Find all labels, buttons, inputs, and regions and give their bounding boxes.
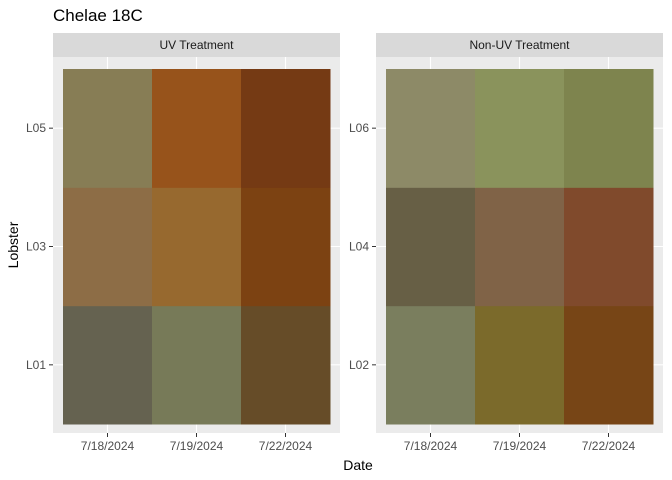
y-tick-label: L01 [26,358,46,372]
heatmap-tile-L06-7/18/2024 [386,69,476,188]
x-tick-label: 7/22/2024 [259,439,313,453]
x-tick-label: 7/18/2024 [404,439,458,453]
heatmap-tile-L04-7/19/2024 [475,187,565,307]
y-tick-label: L06 [349,121,369,135]
heatmap-tile-L04-7/22/2024 [564,187,654,307]
facet-strip-label: Non-UV Treatment [469,38,570,52]
heatmap-tile-L04-7/18/2024 [386,187,476,307]
heatmap-tile-L03-7/18/2024 [63,187,153,307]
y-tick-label: L04 [349,240,369,254]
heatmap-tile-L02-7/18/2024 [386,305,476,425]
heatmap-tile-L05-7/22/2024 [241,69,331,188]
heatmap-tile-L06-7/22/2024 [564,69,654,188]
heatmap-tile-L05-7/19/2024 [152,69,242,188]
heatmap-tile-L01-7/18/2024 [63,305,153,425]
heatmap-tile-L03-7/19/2024 [152,187,242,307]
y-tick-label: L02 [349,358,369,372]
y-tick-label: L05 [26,121,46,135]
heatmap-tile-L05-7/18/2024 [63,69,153,188]
x-axis-title: Date [343,457,373,473]
heatmap-tile-L02-7/22/2024 [564,305,654,425]
heatmap-tile-L03-7/22/2024 [241,187,331,307]
heatmap-tile-L02-7/19/2024 [475,305,565,425]
facet-strip-label: UV Treatment [159,38,234,52]
heatmap-tile-L01-7/19/2024 [152,305,242,425]
x-tick-label: 7/19/2024 [493,439,547,453]
x-tick-label: 7/19/2024 [170,439,224,453]
y-tick-label: L03 [26,240,46,254]
heatmap-tile-L06-7/19/2024 [475,69,565,188]
facet-strip [53,33,340,57]
heatmap-tile-L01-7/22/2024 [241,305,331,425]
y-axis-title: Lobster [5,221,21,268]
facet-strip [376,33,663,57]
x-tick-label: 7/22/2024 [582,439,636,453]
x-tick-label: 7/18/2024 [81,439,135,453]
chart-title: Chelae 18C [53,6,143,25]
